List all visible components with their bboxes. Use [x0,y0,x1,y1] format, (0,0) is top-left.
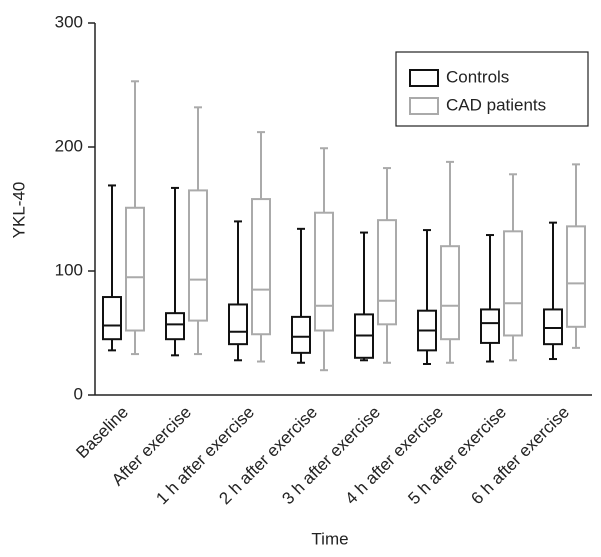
box [188,189,208,322]
legend-swatch [409,97,439,115]
x-axis-title: Time [311,529,348,548]
x-tick-label: Baseline [72,403,132,463]
box [291,315,311,354]
box [125,206,145,332]
y-tick-label: 100 [55,260,83,279]
legend-label: Controls [446,67,509,86]
y-tick-label: 200 [55,136,83,155]
box [102,296,122,341]
box [503,230,523,337]
box [440,245,460,341]
box [480,308,500,344]
box [543,308,563,346]
box [228,303,248,346]
y-tick-label: 300 [55,12,83,31]
box [165,312,185,341]
y-tick-label: 0 [74,384,83,403]
box [251,198,271,336]
box [377,219,397,326]
legend-label: CAD patients [446,95,546,114]
legend-swatch [409,69,439,87]
box [566,225,586,328]
y-axis-title: YKL-40 [9,182,28,239]
box [314,211,334,332]
